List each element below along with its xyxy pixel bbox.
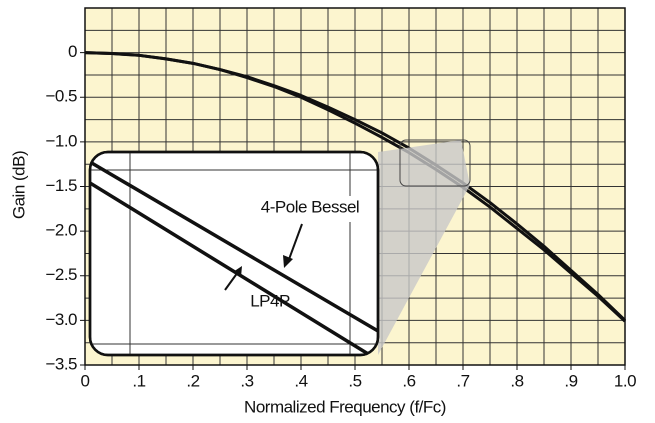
y-tick-label: −3.0: [45, 310, 77, 329]
arrowhead: [283, 255, 293, 268]
inset-border: [88, 150, 380, 357]
x-tick-label: .5: [348, 371, 361, 390]
plot-border: [84, 7, 626, 366]
x-tick-label: .9: [564, 371, 577, 390]
x-tick-label: .3: [240, 371, 253, 390]
y-tick-label: 0: [68, 42, 77, 61]
x-tick-label: 0: [81, 371, 90, 390]
y-tick-label: −2.0: [45, 221, 77, 240]
y-tick-label: −3.5: [45, 354, 77, 373]
arrow: [287, 223, 303, 263]
arrowhead: [233, 266, 242, 277]
series-label: 4-Pole Bessel: [261, 197, 359, 216]
x-tick-label: .6: [402, 371, 415, 390]
series-line: [84, 51, 627, 323]
x-tick-label: .4: [294, 371, 307, 390]
inset-box: [88, 150, 380, 357]
x-axis-label: Normalized Frequency (f/Fc): [244, 397, 446, 416]
y-tick-label: −1.0: [45, 131, 77, 150]
zoom-inset: 4-Pole Bessel LP4P: [88, 139, 471, 357]
x-tick-label: 1.0: [614, 371, 636, 390]
series-label: LP4P: [250, 291, 290, 310]
x-tick-label: .7: [456, 371, 469, 390]
arrow: [224, 271, 239, 291]
x-tick-label: .8: [510, 371, 523, 390]
x-tick-label: .2: [186, 371, 199, 390]
zoom-connector: [378, 140, 470, 355]
label-bg: [245, 196, 373, 222]
y-tick-label: −2.5: [45, 265, 77, 284]
inset-line: [90, 160, 378, 333]
zoom-region: [399, 139, 471, 187]
y-axis-label: Gain (dB): [9, 151, 28, 219]
y-tick-label: −0.5: [45, 87, 77, 106]
y-tick-label: −1.5: [45, 176, 77, 195]
x-tick-label: .1: [132, 371, 145, 390]
